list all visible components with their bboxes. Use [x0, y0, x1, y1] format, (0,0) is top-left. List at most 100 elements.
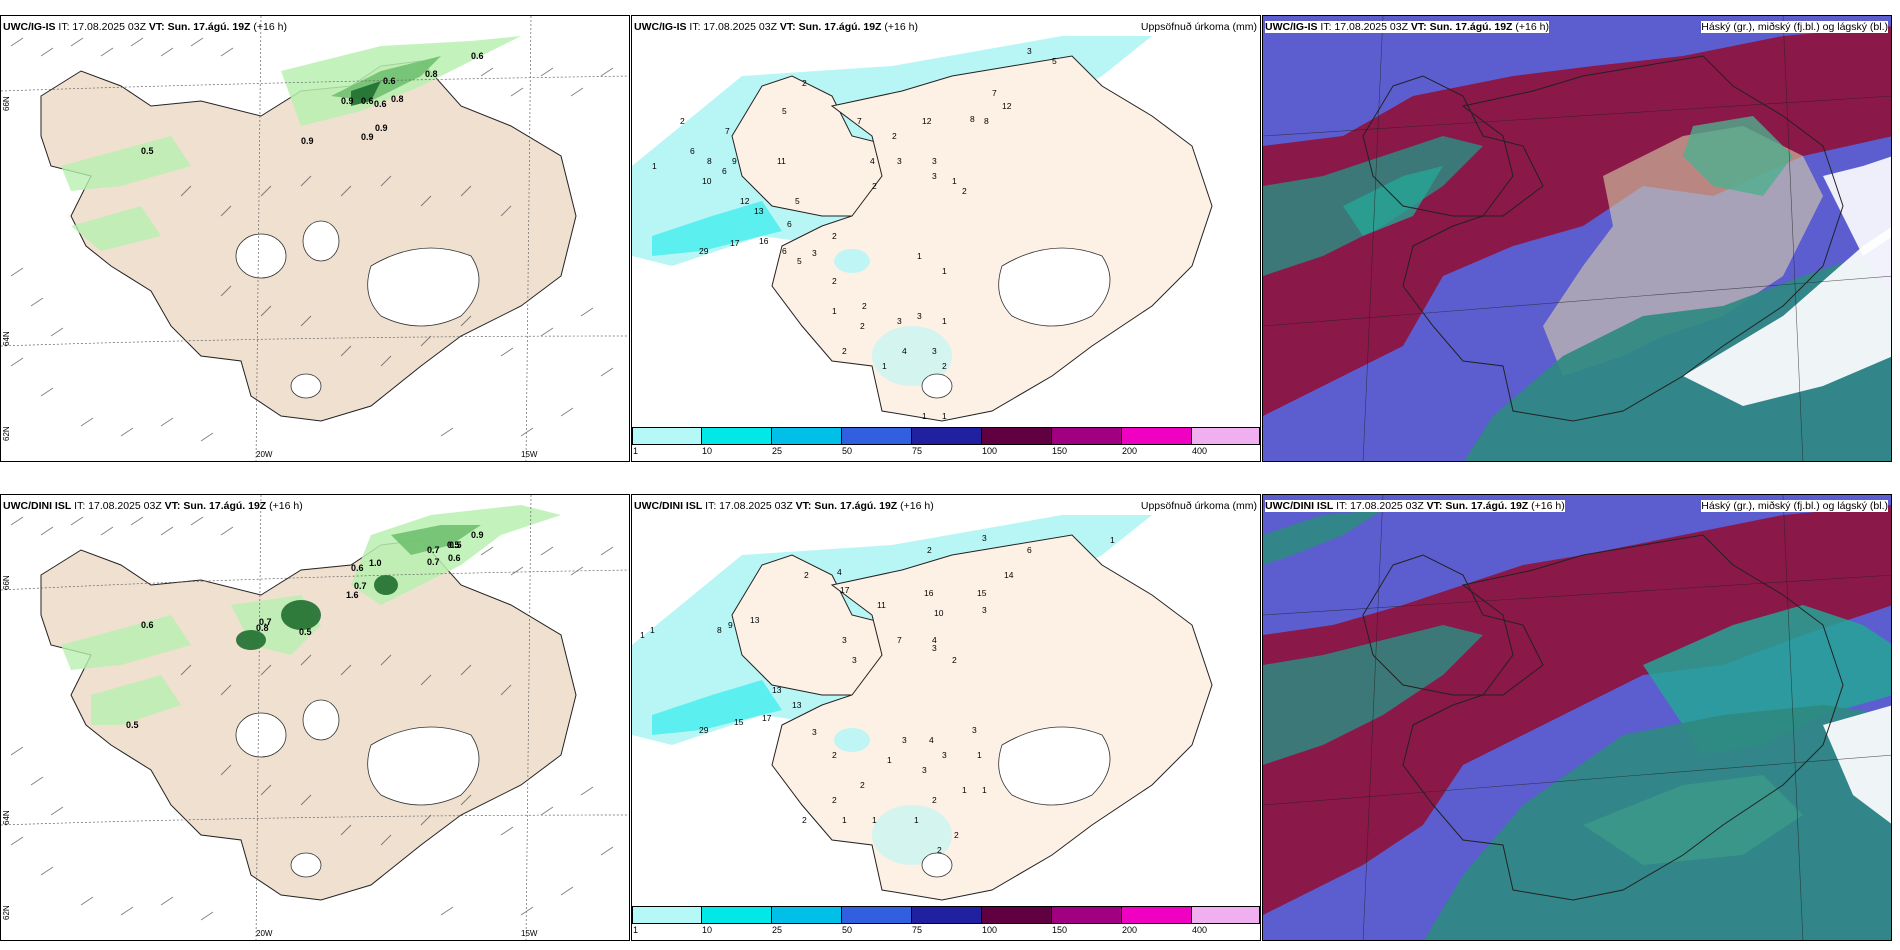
precip-value: 3: [932, 171, 937, 181]
precip-value: 2: [832, 276, 837, 286]
precip-value: 8: [707, 156, 712, 166]
panel-title: UWC/DINI ISL IT: 17.08.2025 03Z VT: Sun.…: [634, 500, 934, 512]
panel-title: UWC/DINI ISL IT: 17.08.2025 03Z VT: Sun.…: [3, 500, 303, 512]
colorbar-label: 25: [772, 446, 783, 456]
wind-value: 0.8: [425, 69, 438, 79]
colorbar-label: 75: [912, 925, 923, 935]
precip-value: 13: [754, 206, 764, 216]
colorbar-swatch: [912, 906, 982, 924]
precip-value: 2: [832, 750, 837, 760]
precip-value: 2: [804, 570, 809, 580]
wind-panel-dini: UWC/DINI ISL IT: 17.08.2025 03Z VT: Sun.…: [0, 494, 630, 941]
precip-value: 1: [650, 625, 655, 635]
precip-value: 16: [924, 588, 934, 598]
precip-value: 12: [740, 196, 750, 206]
precip-value: 3: [1027, 46, 1032, 56]
precip-value: 8: [970, 114, 975, 124]
precip-value: 3: [982, 533, 987, 543]
panel-variable-title: Háský (gr.), miðský (fj.bl.) og lágský (…: [1701, 21, 1888, 33]
colorbar-swatch: [702, 906, 772, 924]
wind-value: 0.9: [375, 123, 388, 133]
precip-value: 4: [837, 567, 842, 577]
wind-value: 0.6: [471, 51, 484, 61]
precip-value: 12: [1002, 101, 1012, 111]
precip-value: 2: [802, 78, 807, 88]
lon-label: 20W: [256, 929, 273, 938]
wind-value: 0.7: [354, 581, 367, 591]
colorbar-swatch: [632, 427, 702, 445]
precip-value: 10: [702, 176, 712, 186]
cloud-panel-dini: UWC/DINI ISL IT: 17.08.2025 03Z VT: Sun.…: [1262, 494, 1892, 941]
precip-value: 2: [937, 845, 942, 855]
panel-title: UWC/IG-IS IT: 17.08.2025 03Z VT: Sun. 17…: [634, 21, 918, 33]
precip-value: 9: [728, 620, 733, 630]
wind-value: 0.8: [256, 623, 269, 633]
panel-variable-title: Uppsöfnuð úrkoma (mm): [1140, 500, 1257, 512]
precip-value: 2: [962, 186, 967, 196]
wind-value: 0.9: [471, 530, 484, 540]
precip-value: 2: [932, 795, 937, 805]
colorbar-label: 200: [1122, 446, 1138, 456]
precip-value: 1: [942, 411, 947, 421]
precip-value: 1: [922, 411, 927, 421]
colorbar-label: 100: [982, 925, 998, 935]
wind-value: 0.5: [447, 540, 460, 550]
lon-label: 20W: [256, 450, 273, 459]
colorbar-swatch: [842, 906, 912, 924]
lat-label: 66N: [2, 575, 11, 590]
lat-label: 64N: [2, 331, 11, 346]
colorbar-swatch: [1052, 906, 1122, 924]
precip-value: 4: [870, 156, 875, 166]
precip-value: 29: [699, 725, 709, 735]
precip-value: 1: [640, 630, 645, 640]
colorbar-label: 100: [982, 446, 998, 456]
wind-value: 0.5: [141, 146, 154, 156]
colorbar-swatch: [772, 906, 842, 924]
wind-map-dini: [1, 495, 629, 940]
colorbar-label: 50: [842, 925, 853, 935]
precip-value: 2: [832, 795, 837, 805]
precip-value: 7: [857, 116, 862, 126]
precip-value: 1: [842, 815, 847, 825]
colorbar-label: 10: [702, 925, 713, 935]
precip-panel-igis: UWC/IG-IS IT: 17.08.2025 03Z VT: Sun. 17…: [631, 15, 1261, 462]
precip-value: 5: [797, 256, 802, 266]
panel-variable-title: Uppsöfnuð úrkoma (mm): [1140, 21, 1257, 33]
precip-value: 6: [722, 166, 727, 176]
wind-value: 0.5: [449, 540, 462, 550]
precip-value: 2: [927, 545, 932, 555]
precip-value: 13: [792, 700, 802, 710]
precip-value: 15: [977, 588, 987, 598]
wind-value: 0.9: [341, 96, 354, 106]
colorbar-label: 400: [1192, 925, 1208, 935]
wind-value: 0.6: [448, 553, 461, 563]
precip-value: 3: [972, 725, 977, 735]
precip-value: 5: [1052, 56, 1057, 66]
colorbar-label: 50: [842, 446, 853, 456]
precip-value: 4: [932, 635, 937, 645]
colorbar-swatch: [912, 427, 982, 445]
lon-label: 15W: [521, 450, 538, 459]
precip-colorbar: 1 10 25 50 75 100 150 200 400: [632, 906, 1260, 940]
precip-value: 2: [832, 231, 837, 241]
colorbar-label: 1: [633, 446, 639, 456]
wind-value: 0.7: [259, 617, 272, 627]
precip-value: 4: [902, 346, 907, 356]
precip-value: 3: [932, 346, 937, 356]
colorbar-label: 1: [633, 925, 639, 935]
precip-value: 3: [897, 316, 902, 326]
colorbar-label: 150: [1052, 925, 1068, 935]
precip-value: 8: [717, 625, 722, 635]
wind-value: 0.6: [374, 99, 387, 109]
wind-value: 0.8: [391, 94, 404, 104]
precip-value: 3: [932, 643, 937, 653]
colorbar-swatch: [772, 427, 842, 445]
wind-value: 0.9: [301, 136, 314, 146]
precip-value: 2: [872, 181, 877, 191]
precip-value: 6: [787, 219, 792, 229]
precip-map-igis: [632, 16, 1260, 461]
precip-value: 17: [762, 713, 772, 723]
wind-value: 1.6: [346, 590, 359, 600]
wind-value: 0.6: [383, 76, 396, 86]
wind-value: 0.9: [361, 132, 374, 142]
